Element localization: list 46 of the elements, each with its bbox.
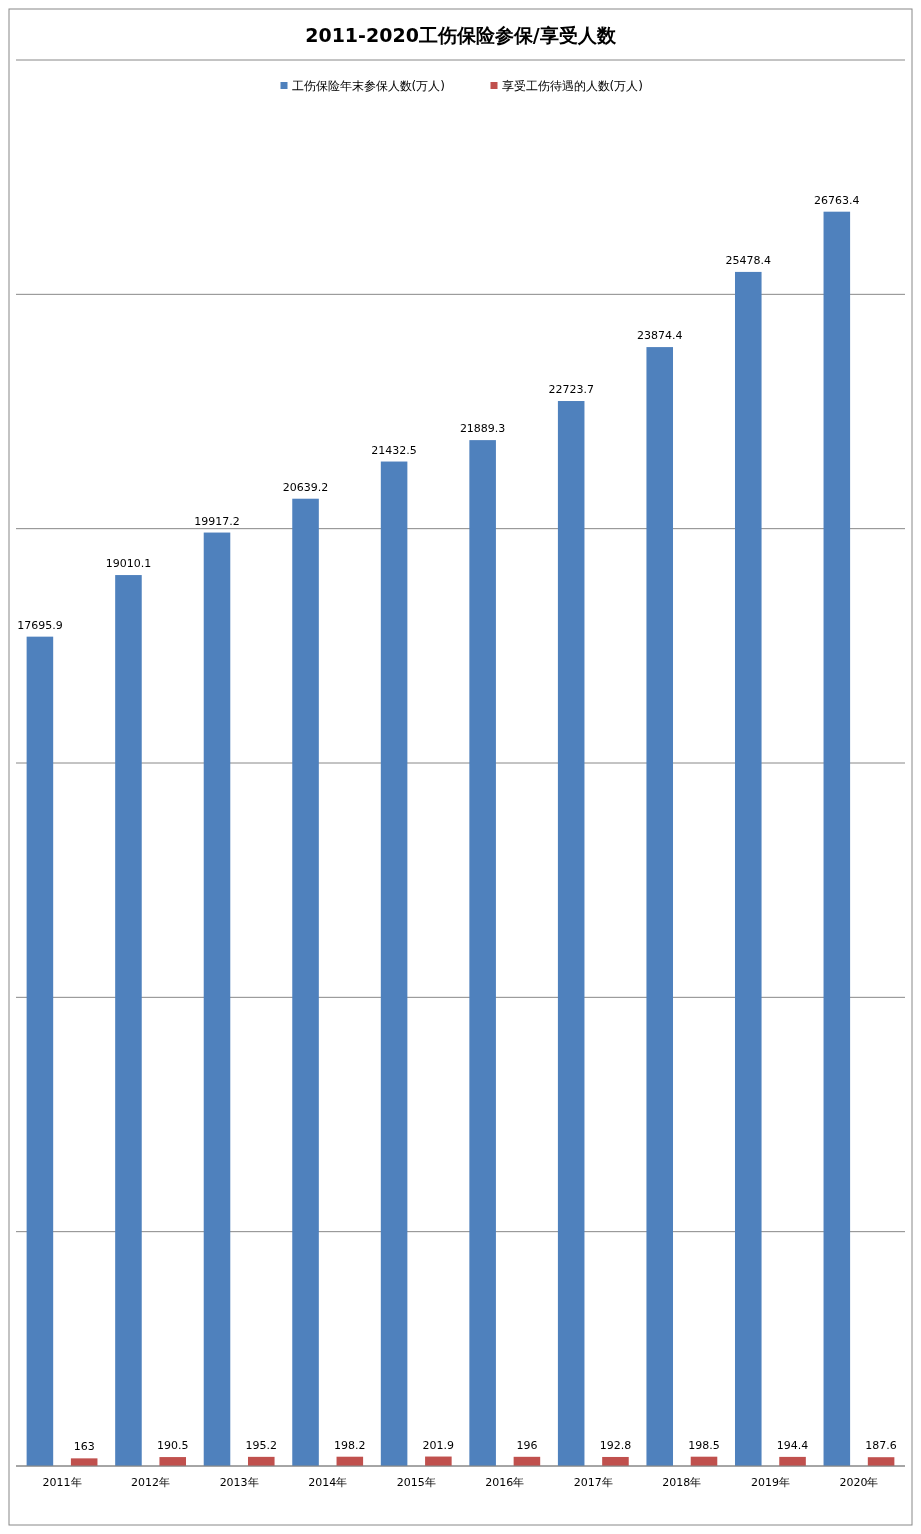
data-label: 192.8	[599, 1438, 632, 1452]
bar	[602, 1456, 629, 1466]
data-label: 19917.2	[194, 514, 240, 528]
bar	[380, 461, 408, 1466]
legend-label: 享受工伤待遇的人数(万人)	[501, 79, 643, 93]
bar	[646, 347, 674, 1466]
data-label: 194.4	[776, 1438, 809, 1452]
x-tick-label: 2013年	[219, 1476, 259, 1489]
data-label: 22723.7	[548, 383, 594, 397]
data-label: 187.6	[865, 1439, 897, 1453]
data-label: 163	[73, 1440, 95, 1454]
bar	[26, 636, 54, 1466]
bar	[159, 1457, 187, 1466]
bar	[115, 575, 142, 1466]
bar	[292, 498, 319, 1466]
x-tick-label: 2015年	[396, 1476, 436, 1489]
bar	[557, 401, 585, 1466]
data-label: 21889.3	[459, 422, 506, 436]
x-tick-label: 2020年	[839, 1476, 879, 1489]
data-label: 198.5	[688, 1438, 720, 1452]
x-tick-label: 2012年	[131, 1476, 171, 1489]
data-label: 23874.4	[636, 329, 683, 343]
data-label: 195.2	[245, 1438, 278, 1452]
data-label: 201.9	[422, 1438, 455, 1452]
data-label: 196	[516, 1438, 538, 1452]
data-label: 20639.2	[282, 480, 329, 494]
data-label: 26763.4	[814, 193, 860, 207]
bar	[70, 1458, 98, 1466]
data-label: 19010.1	[105, 557, 152, 571]
data-label: 17695.9	[17, 618, 63, 632]
data-label: 25478.4	[725, 253, 772, 267]
chart-title: 2011-2020工伤保险参保/享受人数	[305, 24, 617, 46]
data-label: 21432.5	[371, 443, 417, 457]
x-tick-label: 2011年	[42, 1476, 82, 1489]
legend-label: 工伤保险年末参保人数(万人)	[291, 79, 445, 93]
bar	[469, 440, 496, 1466]
data-label: 190.5	[156, 1439, 189, 1453]
data-label: 198.2	[334, 1438, 366, 1452]
bar	[734, 271, 762, 1466]
bar	[203, 532, 231, 1466]
x-tick-label: 2017年	[573, 1476, 613, 1489]
x-tick-label: 2016年	[485, 1476, 525, 1489]
x-tick-label: 2018年	[662, 1476, 702, 1489]
x-tick-label: 2019年	[750, 1476, 790, 1489]
bar	[823, 211, 851, 1466]
x-tick-label: 2014年	[308, 1476, 348, 1489]
